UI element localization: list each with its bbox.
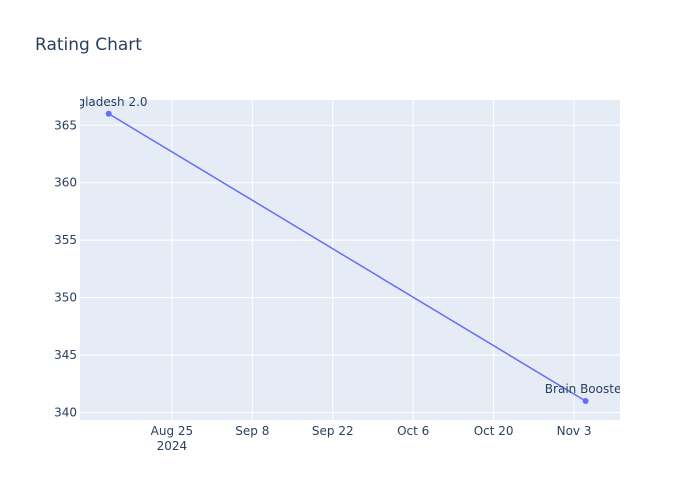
data-point-label: ngladesh 2.0 (70, 95, 148, 109)
data-point-label: Brain Booster (545, 382, 627, 396)
data-point[interactable] (105, 110, 112, 117)
y-tick-label: 350 (54, 291, 77, 305)
x-tick-label: Aug 25 (151, 424, 194, 438)
y-tick-label: 345 (54, 348, 77, 362)
x-tick-label: Oct 6 (397, 424, 429, 438)
y-tick-label: 360 (54, 176, 77, 190)
x-tick-label: Sep 8 (235, 424, 269, 438)
x-tick-label: Nov 3 (557, 424, 592, 438)
x-tick-year-label: 2024 (157, 439, 188, 453)
chart-title: Rating Chart (35, 35, 142, 55)
series-line (108, 113, 586, 402)
y-tick-label: 365 (54, 118, 77, 132)
x-tick-label: Oct 20 (474, 424, 514, 438)
series-layer: ngladesh 2.0 Brain Booster (70, 95, 627, 405)
y-tick-label: 355 (54, 233, 77, 247)
y-axis-ticks: 340 345 350 355 360 365 (54, 118, 77, 419)
y-tick-label: 340 (54, 406, 77, 420)
data-point[interactable] (582, 398, 589, 405)
grid-lines (80, 100, 620, 420)
x-tick-label: Sep 22 (312, 424, 354, 438)
